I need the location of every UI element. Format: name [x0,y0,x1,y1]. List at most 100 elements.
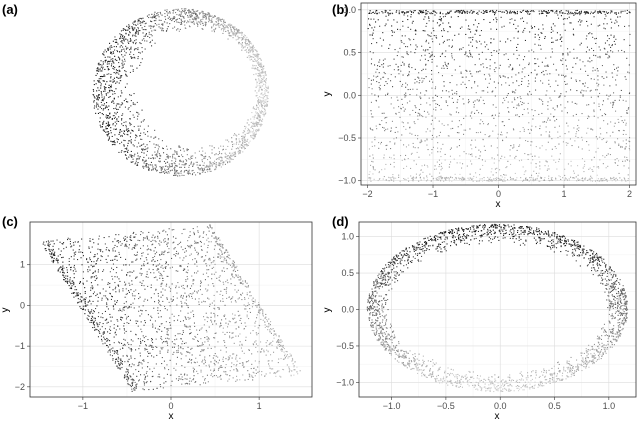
data-point [204,301,206,303]
data-point [577,13,579,15]
data-point [208,169,210,171]
data-point [372,11,374,13]
data-point [256,68,258,70]
data-point [81,264,83,266]
data-point [524,153,526,155]
data-point [129,118,131,120]
data-point [198,12,200,14]
data-point [124,148,126,150]
data-point [599,11,601,13]
data-point [509,176,511,178]
data-point [136,118,138,120]
data-point [226,279,228,281]
data-point [453,178,455,180]
data-point [542,82,544,84]
data-point [189,158,191,160]
data-point [523,9,525,11]
data-point [444,153,446,155]
data-point [430,54,432,56]
data-point [599,24,601,26]
data-point [411,152,413,154]
data-point [378,82,380,84]
data-point [109,42,111,44]
data-point [455,10,457,12]
data-point [460,71,462,73]
data-point [597,11,599,13]
data-point [490,42,492,44]
data-point [128,343,130,345]
data-point [130,47,132,49]
data-point [171,266,173,268]
data-point [412,180,414,182]
data-point [372,32,374,34]
data-point [572,28,574,30]
data-point [209,14,211,16]
data-point [120,104,122,106]
data-point [137,28,139,30]
data-point [525,10,527,12]
data-point [232,260,234,262]
data-point [479,168,481,170]
data-point [508,84,510,86]
data-point [534,77,536,79]
data-point [244,38,246,40]
data-point [203,168,205,170]
data-point [464,12,466,14]
data-point [188,9,190,11]
data-point [180,19,182,21]
data-point [194,19,196,21]
data-point [250,50,252,52]
data-point [131,363,133,365]
data-point [610,34,612,36]
data-point [436,161,438,163]
data-point [473,175,475,177]
data-point [480,43,482,45]
data-point [121,150,123,152]
data-point [207,12,209,14]
data-point [110,127,112,129]
data-point [260,79,262,81]
data-point [166,28,168,30]
data-point [167,333,169,335]
data-point [142,148,144,150]
data-point [546,12,548,14]
data-point [511,178,513,180]
data-point [233,156,235,158]
data-point [224,21,226,23]
data-point [414,123,416,125]
data-point [404,178,406,180]
data-point [179,175,181,177]
data-point [234,133,236,135]
data-point [465,11,467,13]
data-point [173,346,175,348]
data-point [224,341,226,343]
data-point [459,48,461,50]
data-point [199,164,201,166]
data-point [497,154,499,156]
data-point [205,16,207,18]
data-point [624,76,626,78]
data-point [154,327,156,329]
data-point [150,157,152,159]
data-point [566,122,568,124]
data-point [213,232,215,234]
data-point [139,156,141,158]
data-point [255,131,257,133]
data-point [223,28,225,30]
data-point [203,164,205,166]
data-point [471,155,473,157]
data-point [202,13,204,15]
data-point [112,65,114,67]
data-point [203,349,205,351]
data-point [123,145,125,147]
data-point [242,47,244,49]
data-point [462,10,464,12]
data-point [620,116,622,118]
data-point [258,122,260,124]
data-point [237,38,239,40]
data-point [461,178,463,180]
data-point [115,128,117,130]
data-point [135,322,137,324]
data-point [104,61,106,63]
data-point [394,76,396,78]
